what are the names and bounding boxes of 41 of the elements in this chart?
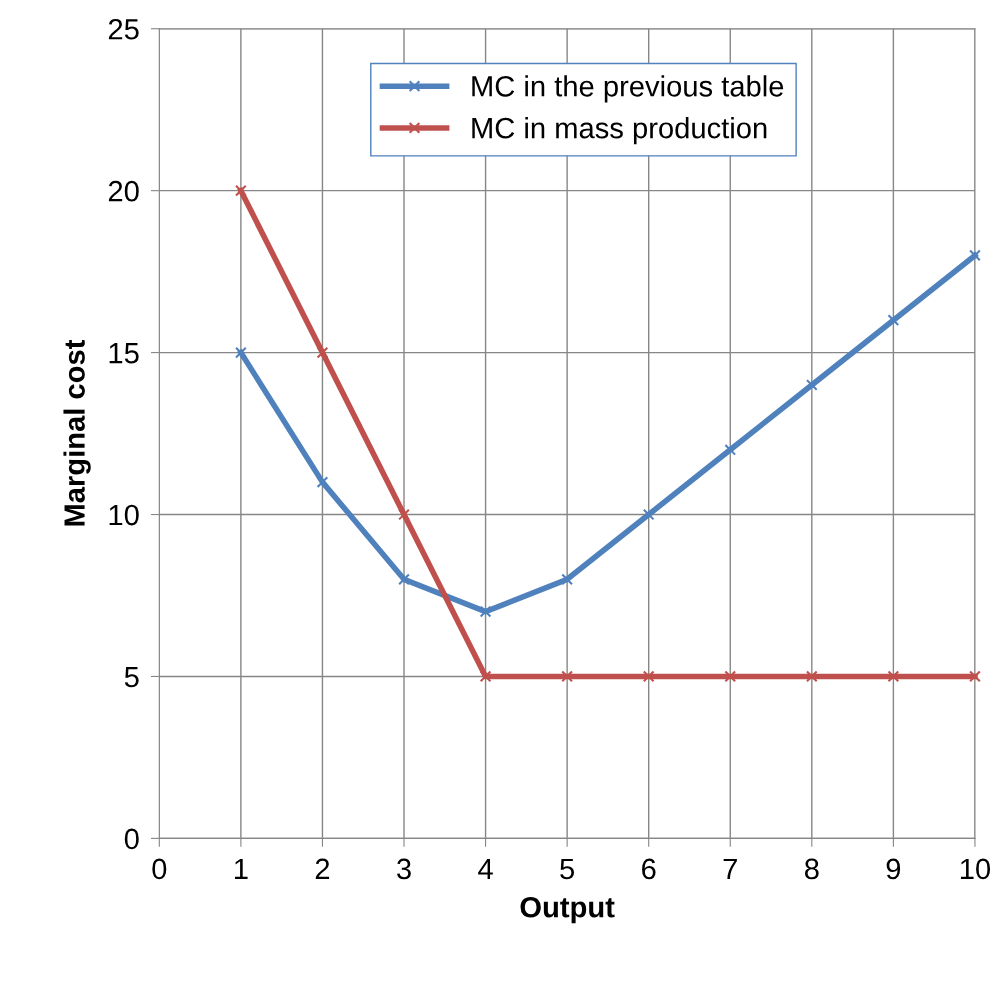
point <box>479 670 492 683</box>
point <box>969 670 981 683</box>
x-tick-label: 0 <box>152 858 167 880</box>
x-tick-label: 9 <box>886 858 901 880</box>
y-axis-title: Marginal cost <box>63 339 91 526</box>
point <box>887 670 900 683</box>
point <box>724 443 737 456</box>
y-tick-label: 25 <box>108 18 139 40</box>
y-tick-label: 10 <box>109 504 139 526</box>
legend-label: MC in the previous table <box>472 75 784 103</box>
y-tick-label: 20 <box>108 180 139 202</box>
x-tick-label: 5 <box>560 858 575 880</box>
point <box>561 670 574 683</box>
point <box>561 573 574 586</box>
x-tick-label: 8 <box>804 858 819 880</box>
point <box>479 605 492 618</box>
point <box>805 670 818 683</box>
point <box>724 670 737 683</box>
point <box>234 184 247 197</box>
point <box>316 346 329 359</box>
point <box>642 670 655 683</box>
x-tick-label: 6 <box>642 858 656 880</box>
x-tick-label: 10 <box>960 858 991 880</box>
point <box>969 249 981 262</box>
point <box>398 508 410 521</box>
point <box>805 379 818 391</box>
point <box>234 346 247 359</box>
point <box>887 314 900 327</box>
y-tick-label: 5 <box>124 666 139 688</box>
x-tick-label: 3 <box>397 858 411 880</box>
point <box>398 573 410 586</box>
x-tick-label: 4 <box>478 858 493 879</box>
x-tick-label: 7 <box>723 858 737 879</box>
y-tick-label: 15 <box>109 343 139 364</box>
point <box>316 476 329 489</box>
x-tick-label: 2 <box>315 858 330 879</box>
y-tick-label: 0 <box>124 828 139 850</box>
x-tick-label: 1 <box>235 858 248 879</box>
point <box>642 508 655 521</box>
legend-label: MC in mass production <box>472 117 767 145</box>
x-axis-title: Output <box>520 896 615 924</box>
